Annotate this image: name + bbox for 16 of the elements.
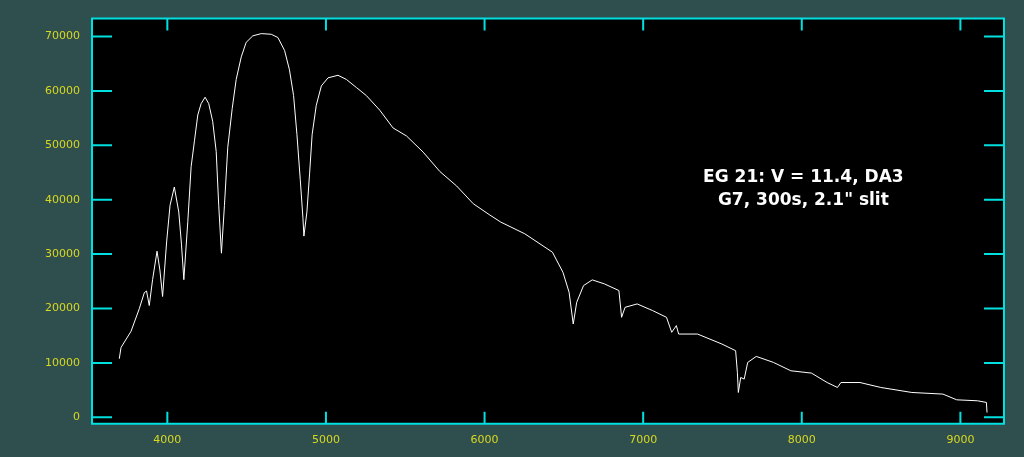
y-tick-label: 40000 [45, 192, 80, 206]
y-tick-label: 20000 [45, 301, 80, 315]
x-tick-label: 9000 [946, 433, 975, 447]
y-tick-label: 10000 [45, 355, 80, 369]
y-tick-label: 60000 [45, 83, 80, 97]
x-tick-label: 7000 [629, 433, 658, 447]
y-tick-label: 70000 [45, 29, 80, 43]
x-tick-label: 6000 [470, 433, 499, 447]
y-tick-label: 0 [73, 410, 80, 424]
x-tick-label: 4000 [153, 433, 182, 447]
x-tick-label: 5000 [311, 433, 340, 447]
y-tick-label: 50000 [45, 138, 80, 152]
y-tick-label: 30000 [45, 246, 80, 260]
annotation: EG 21: V = 11.4, DA3 [703, 165, 904, 186]
x-tick-label: 8000 [787, 433, 816, 447]
annotation: G7, 300s, 2.1" slit [717, 188, 889, 209]
